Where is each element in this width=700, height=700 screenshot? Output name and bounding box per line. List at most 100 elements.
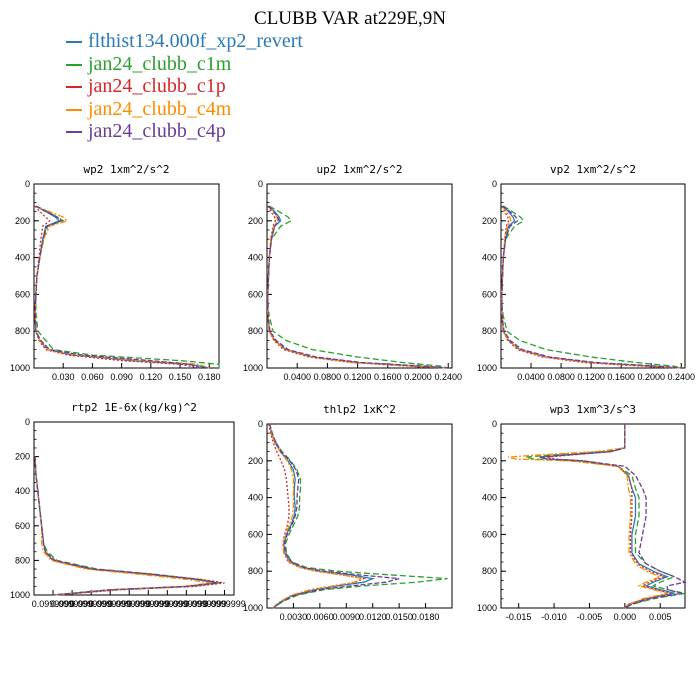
legend-label: jan24_clubb_c4m (88, 97, 232, 120)
x-tick-label: 0.0999999 (108, 599, 151, 609)
x-tick-label: 0.030 (52, 372, 75, 382)
series-line (34, 456, 219, 596)
series-line (268, 423, 365, 609)
series-line (507, 424, 668, 609)
y-tick-label: 400 (248, 493, 263, 503)
y-tick-label: 600 (15, 521, 30, 531)
y-tick-label: 600 (15, 289, 30, 299)
x-tick-label: 0.0999999 (165, 599, 208, 609)
page-title: CLUBB VAR at229E,9N (254, 8, 446, 29)
y-tick-label: 0 (258, 179, 263, 189)
x-tick-label: 0.0090 (333, 612, 361, 622)
legend-item: jan24_clubb_c4p (66, 120, 303, 143)
x-tick-label: 0.0180 (412, 612, 440, 622)
series-line (267, 205, 449, 369)
y-tick-label: 200 (482, 456, 497, 466)
series-line (546, 424, 671, 609)
y-tick-label: 800 (15, 555, 30, 565)
y-tick-label: 0 (492, 179, 497, 189)
y-tick-label: 800 (248, 326, 263, 336)
x-tick-label: 0.000 (614, 612, 637, 622)
x-tick-label: -0.015 (506, 612, 532, 622)
y-tick-label: 600 (482, 289, 497, 299)
x-tick-label: 0.180 (198, 372, 221, 382)
y-tick-label: 400 (248, 253, 263, 263)
series-line (34, 456, 212, 596)
x-tick-label: -0.010 (541, 612, 567, 622)
chart-title: wp2 1xm^2/s^2 (83, 163, 169, 176)
x-tick-label: 0.0999999 (51, 599, 94, 609)
y-tick-label: 1000 (243, 363, 263, 373)
chart-title: up2 1xm^2/s^2 (316, 163, 402, 176)
y-tick-label: 200 (482, 216, 497, 226)
series-line (501, 205, 682, 369)
y-tick-label: 400 (15, 486, 30, 496)
x-tick-label: 0.1600 (374, 372, 402, 382)
chart-panel: thlp2 1xK^2 0 200 400 600 800 1000 0.00300.0060… (243, 403, 453, 622)
y-tick-label: 200 (248, 216, 263, 226)
legend-label: jan24_clubb_c4p (88, 120, 226, 142)
legend-item: jan24_clubb_c4m (66, 98, 303, 121)
x-tick-label: 0.0800 (314, 372, 342, 382)
series-line (268, 423, 376, 609)
y-tick-label: 800 (15, 326, 30, 336)
y-tick-label: 0 (25, 179, 30, 189)
x-tick-label: 0.1200 (577, 372, 605, 382)
series-line (34, 205, 210, 369)
x-tick-label: 0.0400 (283, 372, 311, 382)
series-line (34, 456, 225, 596)
x-tick-label: -0.005 (577, 612, 603, 622)
plot-frame (500, 183, 686, 369)
x-tick-label: 0.005 (649, 612, 672, 622)
x-tick-label: 0.2400 (667, 372, 695, 382)
y-tick-label: 600 (248, 529, 263, 539)
x-tick-label: 0.0030 (280, 612, 308, 622)
y-tick-label: 0 (492, 419, 497, 429)
series-line (35, 205, 220, 368)
y-tick-label: 200 (248, 456, 263, 466)
x-tick-label: 0.0400 (517, 372, 545, 382)
chart-title: vp2 1xm^2/s^2 (550, 163, 636, 176)
x-tick-label: 0.0999999 (127, 599, 170, 609)
y-tick-label: 1000 (243, 603, 263, 613)
series-line (267, 205, 449, 369)
x-tick-label: 0.090 (110, 372, 133, 382)
chart-title: rtp2 1E-6x(kg/kg)^2 (71, 401, 197, 414)
y-tick-label: 1000 (10, 590, 30, 600)
y-tick-label: 400 (15, 253, 30, 263)
chart-panel: vp2 1xm^2/s^2 0 200 400 600 800 1000 0.0400 0.08… (477, 163, 695, 382)
legend-label: flthist134.000f_xp2_revert (88, 30, 303, 52)
legend-line-icon (66, 108, 82, 111)
series-line (501, 205, 682, 369)
legend-item: flthist134.000f_xp2_revert (66, 30, 303, 53)
x-tick-label: 0.1200 (344, 372, 372, 382)
y-tick-label: 1000 (477, 363, 497, 373)
chart-panel: up2 1xm^2/s^2 0 200 400 600 800 1000 0.0400 0.08… (243, 163, 462, 382)
legend-label: jan24_clubb_c1p (88, 75, 226, 97)
series-line (268, 423, 400, 609)
series-line (34, 205, 210, 369)
x-tick-label: 0.1600 (607, 372, 635, 382)
x-tick-label: 0.060 (81, 372, 104, 382)
series-line (525, 424, 686, 609)
x-tick-label: 0.0999999 (32, 599, 75, 609)
legend-item: jan24_clubb_c1p (66, 75, 303, 98)
legend: flthist134.000f_xp2_revert jan24_clubb_c… (66, 30, 303, 143)
chart-panel: rtp2 1E-6x(kg/kg)^2020040060080010000.09… (10, 401, 246, 609)
x-tick-label: 0.2000 (637, 372, 665, 382)
y-tick-label: 0 (258, 419, 263, 429)
legend-line-icon (66, 41, 82, 44)
chart-title: thlp2 1xK^2 (323, 403, 396, 416)
series-line (501, 205, 682, 369)
x-tick-label: 0.0999999 (89, 599, 132, 609)
y-tick-label: 800 (248, 566, 263, 576)
x-tick-label: 0.0150 (385, 612, 413, 622)
series-line (34, 205, 200, 369)
series-line (34, 456, 221, 596)
series-line (268, 423, 448, 609)
legend-item: jan24_clubb_c1m (66, 53, 303, 76)
x-tick-label: 0.0999999 (184, 599, 227, 609)
x-tick-label: 0.0999999 (146, 599, 189, 609)
x-tick-label: 0.0999999 (70, 599, 113, 609)
